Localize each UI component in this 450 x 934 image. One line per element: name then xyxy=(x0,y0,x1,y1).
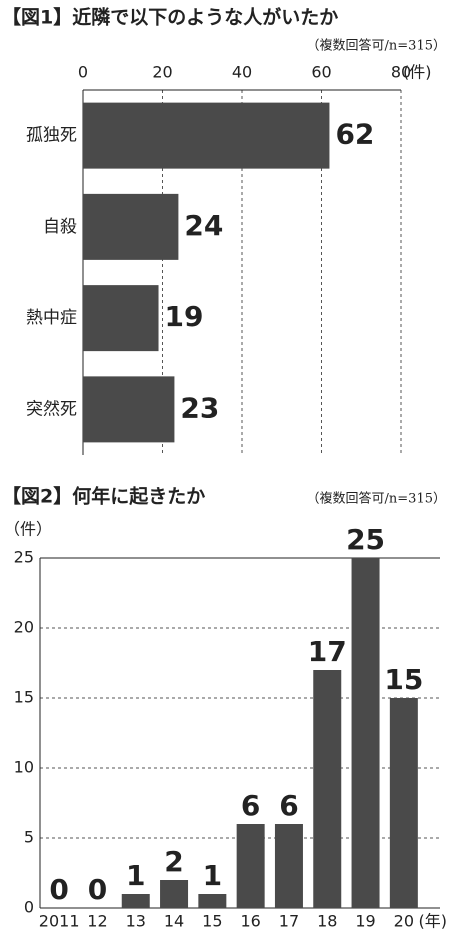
chart-subtitle: （複数回答可/n=315） xyxy=(307,38,446,54)
x-tick-label: 40 xyxy=(232,63,252,82)
x-tick-label: 80 xyxy=(391,63,411,82)
y-tick-label: 自殺 xyxy=(43,217,77,237)
y-tick-label: 15 xyxy=(14,688,34,707)
x-tick-label: 20 xyxy=(394,912,414,931)
bar xyxy=(83,102,330,169)
bar xyxy=(389,698,418,908)
x-tick-label: 14 xyxy=(164,912,184,931)
bar xyxy=(274,824,303,908)
y-tick-label: 20 xyxy=(14,618,34,637)
bar xyxy=(83,376,175,443)
value-label: 25 xyxy=(346,523,385,556)
value-label: 23 xyxy=(180,391,219,424)
axis-unit: （件） xyxy=(4,520,52,539)
x-tick-label: 0 xyxy=(78,63,88,82)
value-label: 1 xyxy=(126,859,145,892)
value-label: 15 xyxy=(384,663,423,696)
value-label: 17 xyxy=(308,635,347,668)
chart-subtitle: （複数回答可/n=315） xyxy=(307,491,446,507)
axis-unit: (件) xyxy=(403,63,432,82)
chart-title: 【図1】近隣で以下のような人がいたか xyxy=(2,6,338,29)
x-tick-label: 15 xyxy=(202,912,222,931)
value-label: 0 xyxy=(49,873,68,906)
y-tick-label: 熱中症 xyxy=(26,308,77,328)
axis-unit: (年) xyxy=(419,912,448,931)
bar xyxy=(160,880,189,908)
y-tick-label: 0 xyxy=(24,898,34,917)
value-label: 1 xyxy=(203,859,222,892)
bar xyxy=(83,193,179,260)
x-tick-label: 20 xyxy=(152,63,172,82)
bar xyxy=(198,894,227,908)
x-tick-label: 18 xyxy=(317,912,337,931)
x-tick-label: 60 xyxy=(311,63,331,82)
chart-title: 【図2】何年に起きたか xyxy=(2,485,205,508)
value-label: 62 xyxy=(335,118,374,151)
x-tick-label: 19 xyxy=(355,912,375,931)
y-tick-label: 孤独死 xyxy=(26,126,77,146)
x-tick-label: 17 xyxy=(279,912,299,931)
x-tick-label: 2011 xyxy=(39,912,80,931)
value-label: 24 xyxy=(184,209,223,242)
value-label: 2 xyxy=(164,845,183,878)
value-label: 0 xyxy=(88,873,107,906)
bar xyxy=(313,670,342,908)
bar xyxy=(236,824,265,908)
y-tick-label: 5 xyxy=(24,828,34,847)
x-tick-label: 12 xyxy=(87,912,107,931)
y-tick-label: 10 xyxy=(14,758,34,777)
bar xyxy=(121,894,150,908)
y-tick-label: 25 xyxy=(14,548,34,567)
bar xyxy=(83,285,159,352)
y-tick-label: 突然死 xyxy=(26,399,77,419)
x-tick-label: 16 xyxy=(240,912,260,931)
x-tick-label: 13 xyxy=(126,912,146,931)
value-label: 19 xyxy=(165,300,204,333)
value-label: 6 xyxy=(241,789,260,822)
bar xyxy=(351,558,380,908)
value-label: 6 xyxy=(279,789,298,822)
